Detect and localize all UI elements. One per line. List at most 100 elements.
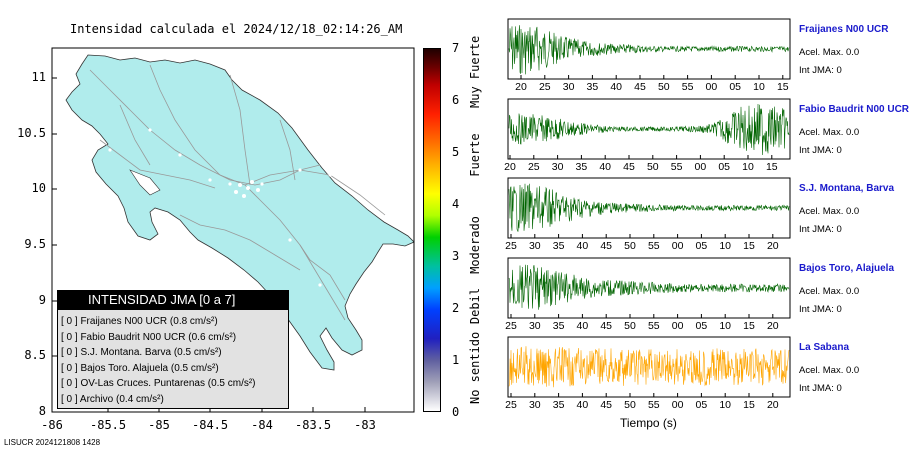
lon-tick-label: -83.5 xyxy=(295,418,332,432)
seismogram-tick-label: 05 xyxy=(695,399,708,411)
seismogram-tick-label: 15 xyxy=(765,161,778,173)
seismogram-tick-label: 10 xyxy=(719,320,732,332)
seismogram-tick-label: 55 xyxy=(681,81,694,93)
lon-tick-label: -85.5 xyxy=(90,418,127,432)
station-int: Int JMA: 0 xyxy=(799,224,842,235)
seismogram-tick-label: 05 xyxy=(729,81,742,93)
colorbar-tick-label: 6 xyxy=(452,93,460,107)
seismogram-tick-label: 15 xyxy=(743,240,755,252)
seismogram-tick-label: 20 xyxy=(766,399,779,411)
map-title: Intensidad calculada el 2024/12/18_02:14… xyxy=(70,22,403,36)
station-int: Int JMA: 0 xyxy=(799,304,842,315)
seismogram-tick-label: 30 xyxy=(528,399,541,411)
colorbar-tick-label: 3 xyxy=(452,249,460,263)
lat-tick-label: 9 xyxy=(38,293,46,307)
seismogram-tick-label: 35 xyxy=(586,81,599,93)
seismogram-tick-label: 10 xyxy=(719,399,732,411)
seismogram-panels xyxy=(507,18,791,398)
cb-cat-moderado: Moderado xyxy=(468,216,482,274)
seismogram-tick-label: 15 xyxy=(743,399,755,411)
station-int: Int JMA: 0 xyxy=(799,65,842,76)
seismogram-tick-label: 50 xyxy=(657,81,670,93)
seismogram-tick-label: 55 xyxy=(670,161,683,173)
colorbar-tick-label: 1 xyxy=(452,353,460,367)
seismogram-tick-label: 50 xyxy=(624,399,636,411)
seismogram-tick-label: 50 xyxy=(624,320,636,332)
seismogram-tick-label: 05 xyxy=(718,161,731,173)
seismogram-tick-label: 00 xyxy=(671,240,684,252)
seismogram-tick-label: 00 xyxy=(694,161,707,173)
seismogram-trace xyxy=(508,183,790,232)
lon-tick-label: -83 xyxy=(354,418,376,432)
station-acel: Acel. Max. 0.0 xyxy=(799,127,860,138)
x-axis-label: Tiempo (s) xyxy=(620,416,677,430)
station-acel: Acel. Max. 0.0 xyxy=(799,206,860,217)
seismogram-tick-label: 50 xyxy=(646,161,659,173)
seismogram-tick-label: 00 xyxy=(671,399,684,411)
seismogram-frame xyxy=(507,336,791,398)
seismogram-tick-label: 55 xyxy=(647,240,660,252)
lat-tick-label: 10.5 xyxy=(17,126,46,140)
seismogram-tick-label: 20 xyxy=(504,161,516,173)
station-int: Int JMA: 0 xyxy=(799,145,842,156)
lat-tick-label: 10 xyxy=(31,181,46,195)
seismogram-tick-label: 25 xyxy=(527,161,540,173)
cb-cat-fuerte: Fuerte xyxy=(468,133,482,177)
seismogram-tick-label: 35 xyxy=(552,320,565,332)
seismogram-tick-label: 45 xyxy=(600,320,613,332)
colorbar-tick-label: 4 xyxy=(452,197,460,211)
seismogram-tick-label: 20 xyxy=(766,320,779,332)
map-frame xyxy=(51,47,415,413)
seismogram-tick-label: 25 xyxy=(505,240,517,252)
seismogram-tick-label: 10 xyxy=(753,81,765,93)
legend-item: [ 0 ] S.J. Montana. Barva (0.5 cm/s²) xyxy=(61,347,222,358)
cb-cat-no-sentido: No sentido xyxy=(468,331,482,404)
seismogram-tick-label: 35 xyxy=(552,240,565,252)
seismogram-trace xyxy=(508,346,790,388)
seismogram-tick-label: 55 xyxy=(647,399,660,411)
seismogram-tick-label: 55 xyxy=(647,320,660,332)
station-acel: Acel. Max. 0.0 xyxy=(799,365,860,376)
seismogram-tick-label: 45 xyxy=(634,81,646,93)
seismogram-tick-label: 20 xyxy=(515,81,527,93)
colorbar-tick-label: 5 xyxy=(452,145,460,159)
colorbar-tick-label: 7 xyxy=(452,41,460,55)
seismogram-tick-label: 30 xyxy=(562,81,575,93)
lat-tick-label: 11 xyxy=(31,70,46,84)
seismogram-tick-label: 30 xyxy=(528,240,541,252)
seismogram-tick-label: 25 xyxy=(505,399,517,411)
seismogram-tick-label: 05 xyxy=(695,320,708,332)
seismogram-tick-label: 15 xyxy=(743,320,755,332)
colorbar-tick-label: 2 xyxy=(452,301,460,315)
station-acel: Acel. Max. 0.0 xyxy=(799,47,860,58)
seismogram-tick-label: 40 xyxy=(576,240,589,252)
legend-item: [ 0 ] Fraijanes N00 UCR (0.8 cm/s²) xyxy=(61,316,218,327)
station-name: La Sabana xyxy=(799,342,850,353)
legend-item: [ 0 ] OV-Las Cruces. Puntarenas (0.5 cm/… xyxy=(61,378,256,389)
lat-tick-label: 8.5 xyxy=(24,348,46,362)
seismogram-tick-label: 35 xyxy=(552,399,565,411)
legend-title: INTENSIDAD JMA [0 a 7] xyxy=(58,291,288,310)
legend-item: [ 0 ] Archivo (0.4 cm/s²) xyxy=(61,393,164,405)
seismogram-tick-label: 40 xyxy=(610,81,623,93)
seismogram-tick-label: 40 xyxy=(599,161,612,173)
nicoya-gulf-water xyxy=(129,169,161,196)
lat-tick-label: 8 xyxy=(38,404,46,418)
lon-tick-label: -85 xyxy=(148,418,170,432)
seismogram-tick-label: 30 xyxy=(528,320,541,332)
seismogram-tick-label: 15 xyxy=(776,81,789,93)
intensity-legend: INTENSIDAD JMA [0 a 7] [ 0 ] Fraijanes N… xyxy=(57,290,289,409)
road-network xyxy=(89,64,386,321)
seismogram-trace xyxy=(508,264,790,310)
seismogram-tick-label: 35 xyxy=(575,161,588,173)
lat-tick-label: 9.5 xyxy=(24,237,46,251)
station-name: S.J. Montana, Barva xyxy=(799,183,895,194)
station-name: Fabio Baudrit N00 UCR xyxy=(799,104,910,115)
station-name: Fraijanes N00 UCR xyxy=(799,24,889,35)
seismogram-tick-label: 00 xyxy=(671,320,684,332)
footer-id: LISUCR 2024121808 1428 xyxy=(4,438,101,447)
seismogram-tick-label: 10 xyxy=(742,161,754,173)
seismogram-tick-label: 40 xyxy=(576,399,589,411)
intensity-colorbar xyxy=(423,48,441,412)
lon-tick-label: -84.5 xyxy=(192,418,229,432)
